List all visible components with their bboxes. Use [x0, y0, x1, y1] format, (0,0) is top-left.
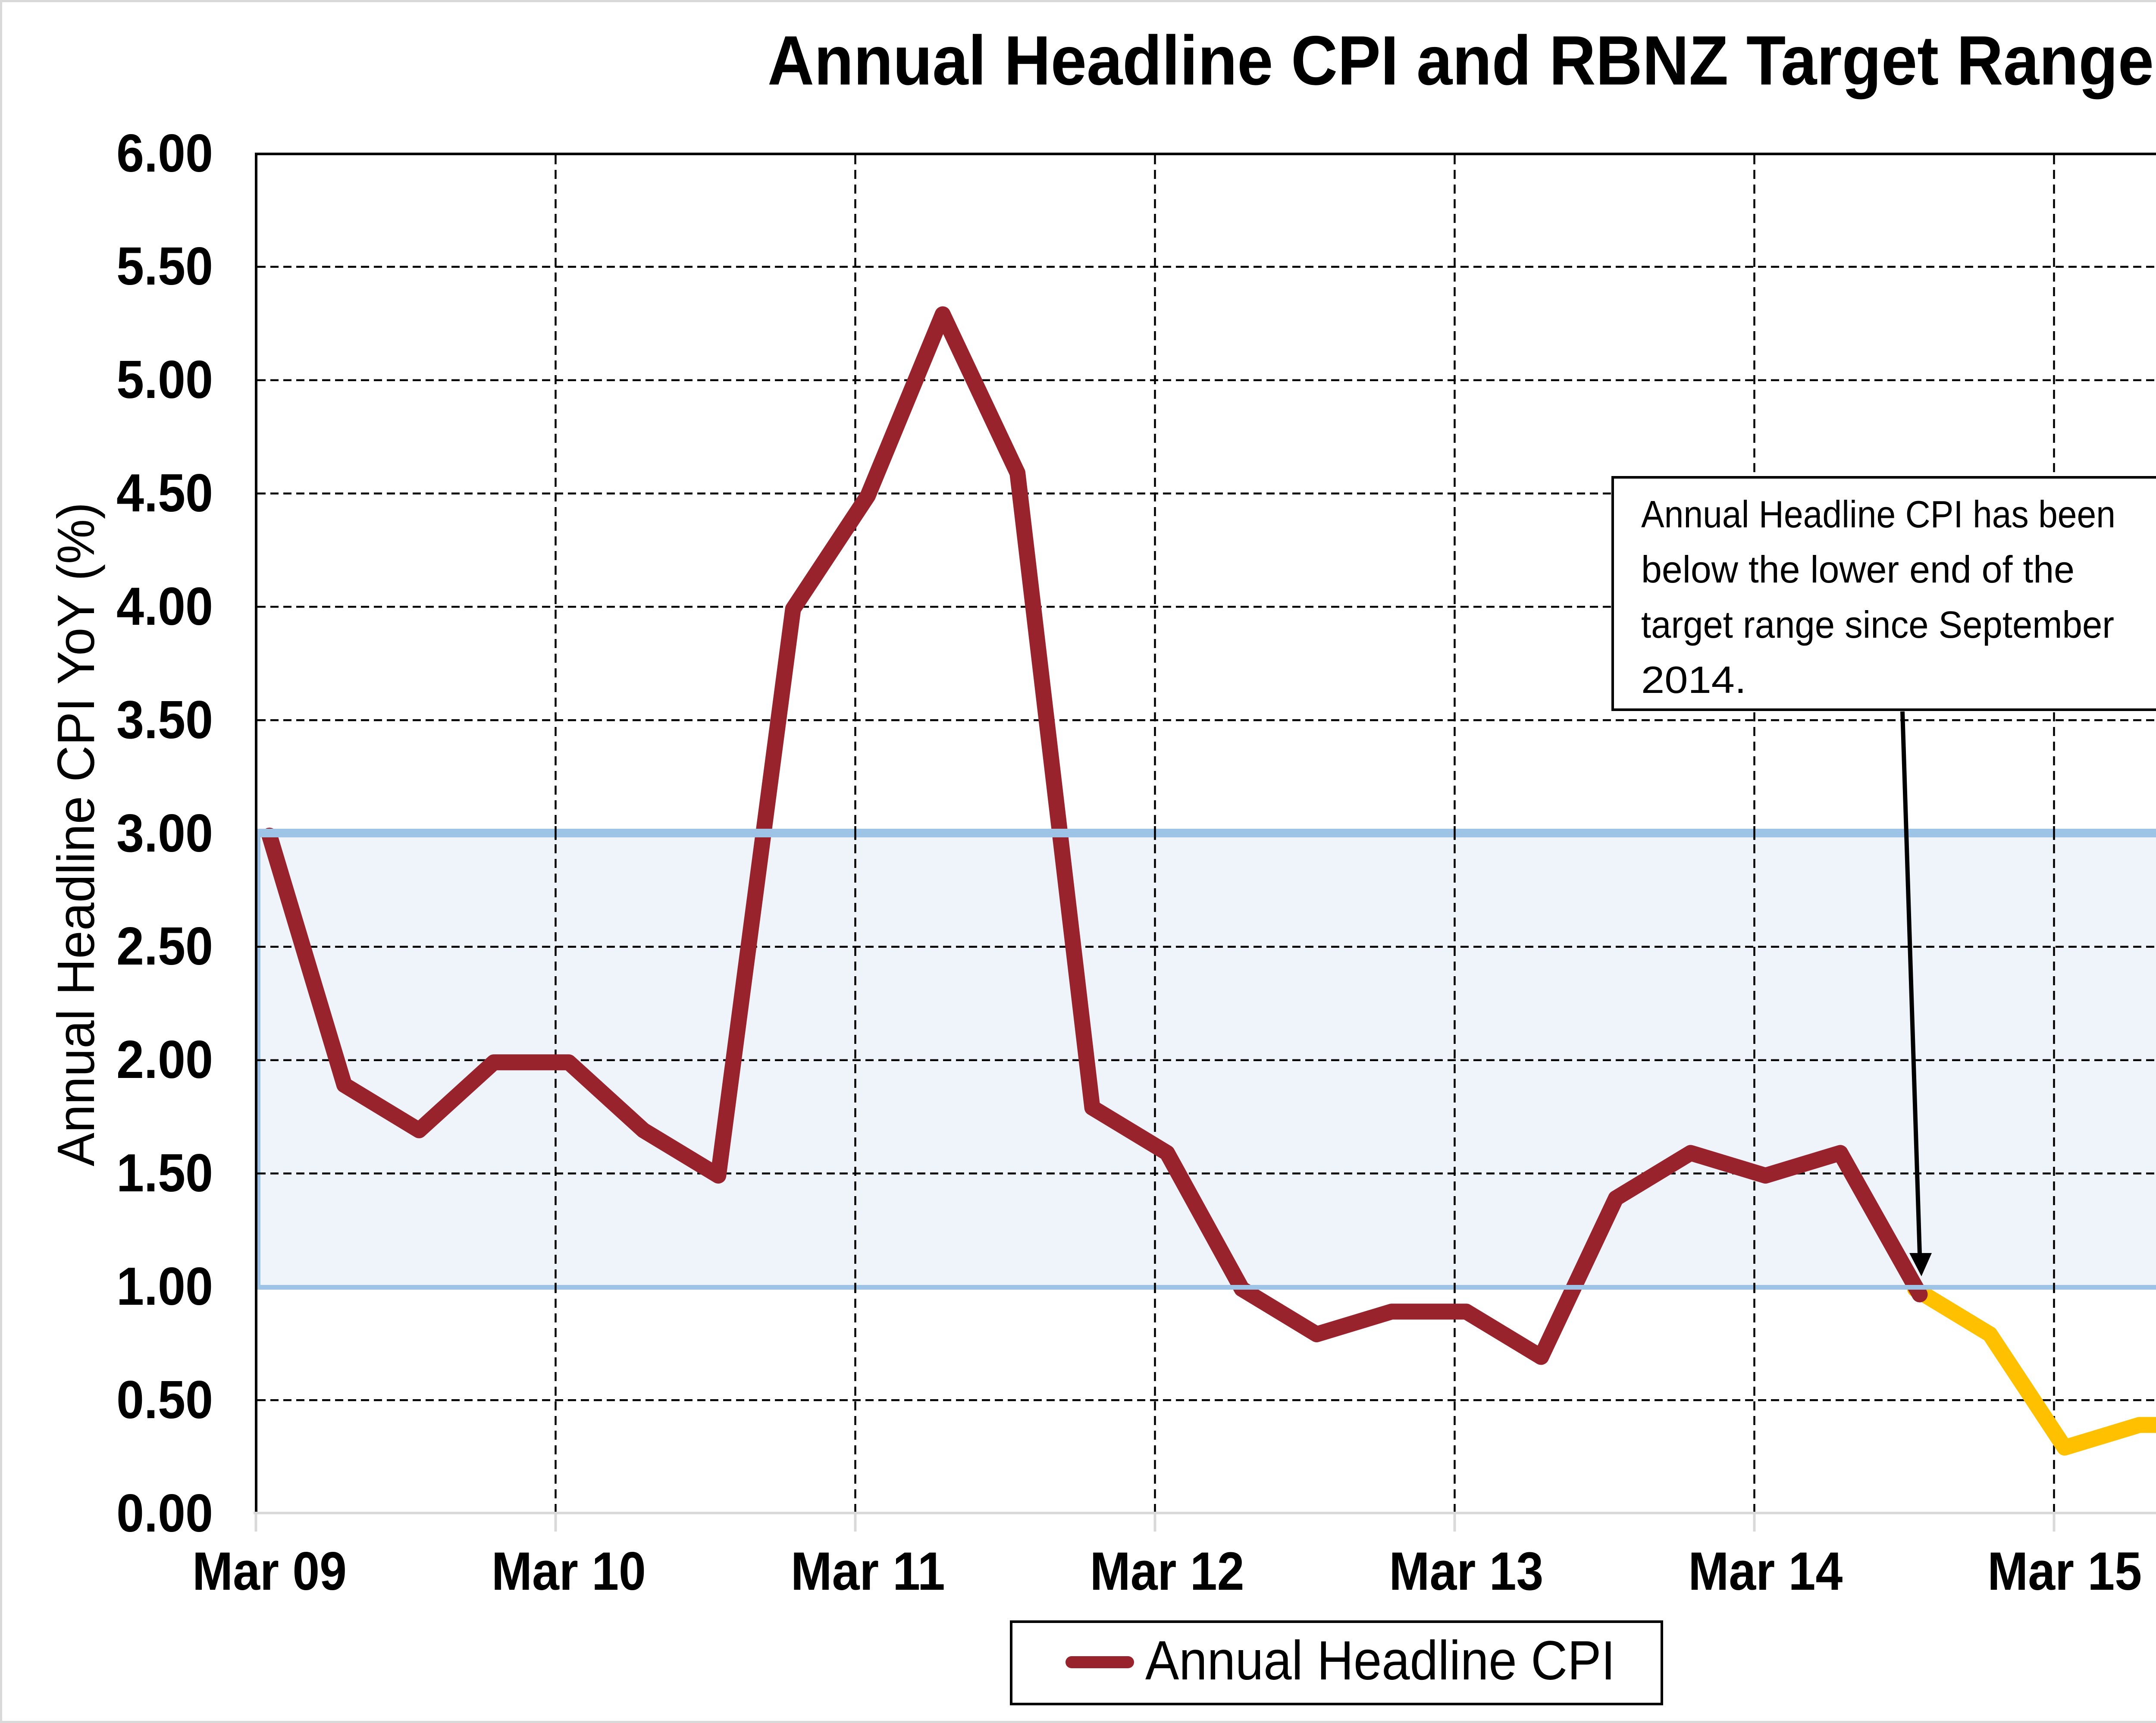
- svg-text:Annual Headline CPI YoY (%): Annual Headline CPI YoY (%): [47, 502, 105, 1166]
- svg-text:4.00: 4.00: [116, 577, 213, 636]
- svg-text:2014.: 2014.: [1641, 658, 1746, 701]
- svg-text:3.50: 3.50: [116, 690, 213, 750]
- svg-text:below the lower end of the: below the lower end of the: [1641, 548, 2075, 591]
- svg-text:2.00: 2.00: [116, 1030, 213, 1090]
- svg-text:3.00: 3.00: [116, 804, 213, 863]
- svg-text:2.50: 2.50: [116, 917, 213, 976]
- svg-text:Mar 14: Mar 14: [1688, 1541, 1843, 1601]
- svg-text:5.00: 5.00: [116, 350, 213, 410]
- svg-text:Mar 13: Mar 13: [1389, 1541, 1543, 1601]
- svg-text:Mar 10: Mar 10: [492, 1541, 646, 1601]
- svg-text:Annual Headline CPI and RBNZ T: Annual Headline CPI and RBNZ Target Rang…: [768, 22, 2154, 100]
- svg-text:1.50: 1.50: [116, 1143, 213, 1203]
- svg-text:4.50: 4.50: [116, 464, 213, 523]
- svg-text:0.50: 0.50: [116, 1370, 213, 1430]
- svg-text:0.00: 0.00: [116, 1484, 213, 1543]
- svg-text:Mar 12: Mar 12: [1090, 1541, 1244, 1601]
- svg-text:Mar 15: Mar 15: [1987, 1541, 2142, 1601]
- svg-text:Annual Headline CPI: Annual Headline CPI: [1145, 1630, 1615, 1692]
- svg-text:1.00: 1.00: [116, 1257, 213, 1316]
- svg-text:Annual Headline CPI has been: Annual Headline CPI has been: [1641, 493, 2115, 536]
- svg-text:Mar 11: Mar 11: [791, 1541, 945, 1601]
- svg-text:Mar 09: Mar 09: [192, 1541, 347, 1601]
- svg-text:6.00: 6.00: [116, 124, 213, 183]
- svg-text:5.50: 5.50: [116, 237, 213, 296]
- svg-text:target range since September: target range since September: [1641, 603, 2114, 646]
